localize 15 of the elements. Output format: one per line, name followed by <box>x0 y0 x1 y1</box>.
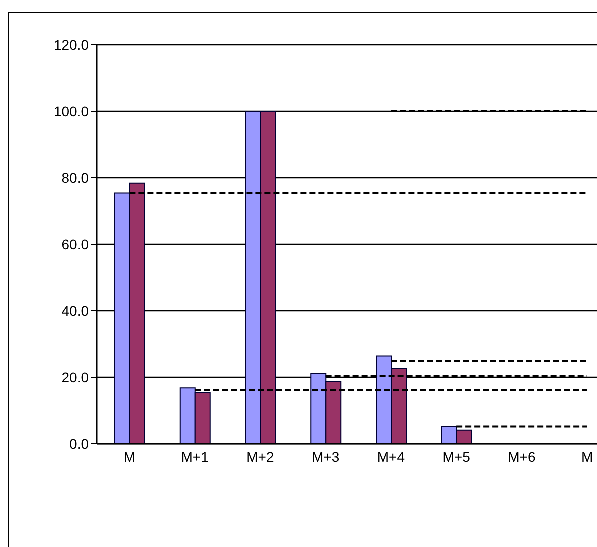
x-tick-label: M <box>581 448 594 465</box>
y-tick-label: 80.0 <box>62 170 90 186</box>
x-tick-label: M+4 <box>377 448 406 465</box>
y-tick-label: 0.0 <box>70 436 90 452</box>
x-tick-label: M+3 <box>312 448 340 465</box>
y-tick-label: 40.0 <box>62 302 90 319</box>
y-tick-label: 120.0 <box>54 36 90 53</box>
x-tick-label: M+1 <box>181 448 210 465</box>
y-tick-label: 60.0 <box>62 236 90 252</box>
x-tick-label: M+5 <box>442 448 471 465</box>
x-tick-label: M+2 <box>246 448 274 465</box>
x-tick-label: M <box>124 448 136 465</box>
y-tick-label: 20.0 <box>62 369 90 386</box>
y-tick-label: 100.0 <box>54 103 90 120</box>
x-tick-label: M+6 <box>508 448 536 465</box>
